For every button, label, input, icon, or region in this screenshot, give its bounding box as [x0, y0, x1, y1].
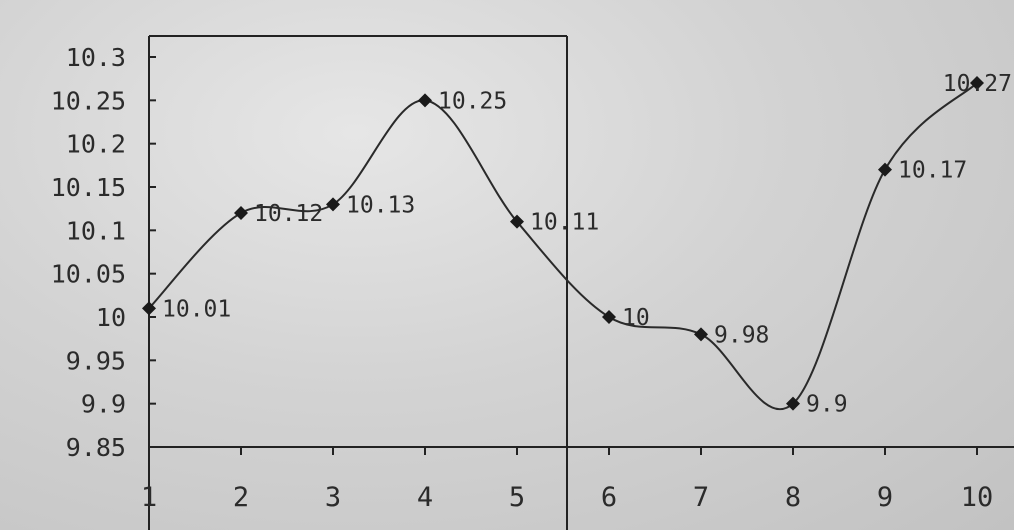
- data-label: 10.12: [254, 201, 323, 227]
- data-label: 9.98: [714, 322, 769, 348]
- y-axis-ticks: 9.85 9.9 9.95 10 10.05 10.1 10.15 10.2 10.25 10.3: [51, 43, 156, 462]
- y-tick-label: 10.1: [66, 216, 126, 245]
- y-tick-label: 10.05: [51, 260, 126, 289]
- data-point-marker: [326, 197, 340, 212]
- data-label: 10.27: [943, 71, 1012, 97]
- data-labels: 10.01 10.12 10.13 10.25 10.11 10 9.98 9.9 10.17 1…: [162, 71, 1012, 418]
- data-point-marker: [418, 93, 432, 108]
- data-point-marker: [142, 301, 156, 316]
- data-point-marker: [602, 310, 616, 324]
- y-tick-label: 9.9: [81, 390, 126, 419]
- x-axis-ticks: 1 2 3 4 5 6 7 8 9 10: [141, 447, 993, 513]
- x-tick-label: 3: [325, 482, 341, 513]
- y-tick-label: 10.3: [66, 43, 126, 72]
- data-label: 10.25: [438, 88, 507, 114]
- data-point-marker: [694, 327, 708, 342]
- data-label: 10.11: [530, 210, 599, 236]
- data-point-marker: [234, 206, 248, 220]
- x-tick-label: 5: [509, 482, 525, 513]
- data-point-marker: [510, 214, 524, 229]
- data-point-marker: [786, 396, 800, 411]
- series-layer: [142, 76, 984, 411]
- y-tick-label: 10.2: [66, 130, 126, 159]
- x-tick-label: 6: [601, 482, 617, 513]
- x-tick-label: 1: [141, 482, 157, 513]
- x-tick-label: 4: [417, 482, 433, 513]
- x-tick-label: 2: [233, 482, 249, 513]
- data-point-marker: [970, 76, 984, 90]
- x-tick-label: 9: [877, 482, 893, 513]
- y-tick-label: 9.95: [66, 346, 126, 375]
- x-tick-label: 8: [785, 482, 801, 513]
- y-tick-label: 9.85: [66, 433, 126, 462]
- axes: [148, 35, 1014, 530]
- x-tick-label: 10: [961, 482, 994, 513]
- y-tick-label: 10.25: [51, 86, 126, 115]
- x-tick-label: 7: [693, 482, 709, 513]
- data-label: 10.01: [162, 296, 231, 322]
- y-tick-label: 10.15: [51, 173, 126, 202]
- data-label: 9.9: [806, 392, 848, 418]
- data-label: 10.13: [346, 192, 415, 218]
- y-tick-label: 10: [96, 303, 126, 332]
- data-label: 10: [622, 305, 650, 331]
- series-line: [148, 82, 978, 411]
- data-point-marker: [878, 162, 892, 177]
- data-label: 10.17: [898, 158, 967, 184]
